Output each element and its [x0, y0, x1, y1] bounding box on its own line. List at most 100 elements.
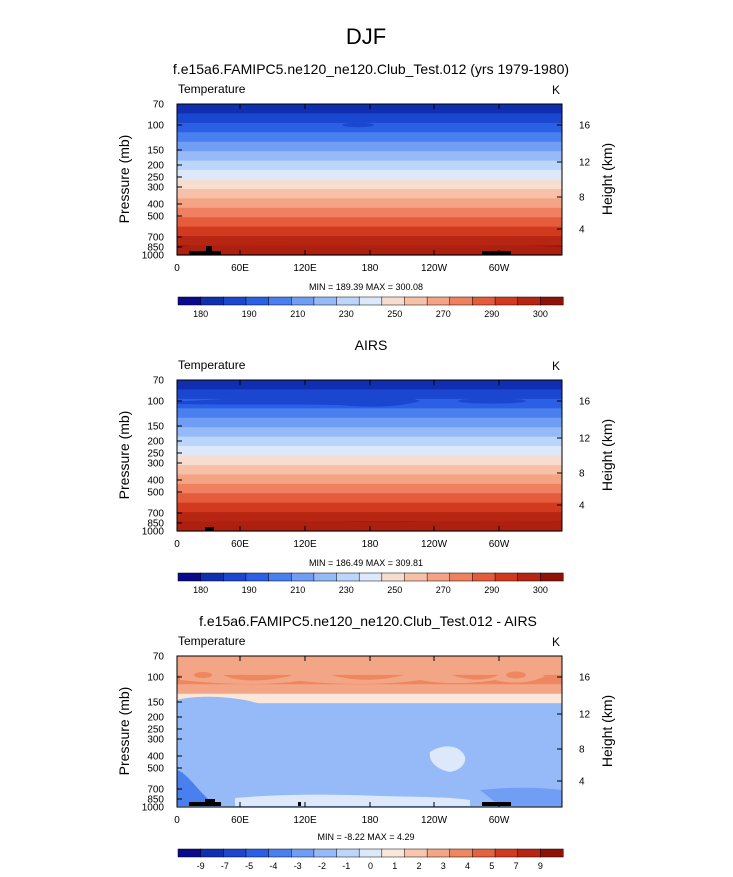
- pressure-tick-label: 850: [147, 519, 164, 530]
- colorbar-label: 250: [387, 309, 402, 319]
- panel-1-band: [177, 236, 562, 247]
- lon-tick-label: 120W: [421, 539, 448, 550]
- colorbar-swatch: [177, 572, 202, 582]
- panel-1-bands: [177, 104, 562, 256]
- colorbar-label: 3: [441, 861, 446, 871]
- lon-tick-label: 60W: [489, 815, 510, 826]
- pressure-tick-label: 150: [147, 698, 164, 709]
- colorbar-label: 180: [193, 585, 208, 595]
- colorbar-swatch: [472, 572, 496, 582]
- colorbar-label: 270: [436, 309, 451, 319]
- panel-2-band: [177, 483, 562, 494]
- colorbar-swatch: [540, 848, 564, 858]
- colorbar-label: 1: [392, 861, 397, 871]
- panel-3-warm-pocket-pacific: [429, 746, 466, 772]
- colorbar-label: 230: [339, 309, 354, 319]
- colorbar-label: 0: [368, 861, 373, 871]
- panel-1-band: [177, 207, 562, 218]
- pressure-tick-label: 850: [147, 243, 164, 254]
- height-tick-label: 4: [579, 777, 585, 788]
- lon-tick-label: 60E: [231, 539, 249, 550]
- pressure-tick-label: 400: [147, 476, 164, 487]
- height-tick-label: 12: [579, 710, 591, 721]
- panel-2-surface-layer: [177, 520, 562, 531]
- panel-1-features: [177, 122, 562, 255]
- lon-tick-label: 120W: [421, 815, 448, 826]
- colorbar-label: 190: [242, 585, 257, 595]
- panel-3-units-label: K: [552, 635, 560, 649]
- panel-3-topography-africa: [189, 802, 221, 806]
- lon-tick-label: 0: [174, 539, 180, 550]
- colorbar-swatch: [540, 572, 564, 582]
- panel-3-band: [177, 693, 562, 704]
- pressure-tick-label: 300: [147, 735, 164, 746]
- lon-tick-label: 180: [362, 815, 379, 826]
- height-tick-label: 8: [579, 745, 585, 756]
- colorbar-swatch: [177, 296, 202, 306]
- panel-2-colorbar: 180 190 210 230 250 270 290 300: [177, 572, 564, 595]
- panel-3-colorbar: -9 -7 -5 -4 -3 -2 -1 0 1 2 3 4 5 7 9: [177, 848, 564, 871]
- panel-2-band: [177, 512, 562, 523]
- colorbar-label: -4: [269, 861, 277, 871]
- colorbar-swatch: [313, 296, 338, 306]
- height-tick-label: 8: [579, 469, 585, 480]
- lon-tick-label: 120E: [293, 539, 317, 550]
- colorbar-swatch: [200, 848, 224, 858]
- lon-tick-label: 60W: [489, 263, 510, 274]
- pressure-tick-label: 1000: [142, 527, 165, 538]
- colorbar-swatch: [358, 848, 383, 858]
- panel-1-band: [177, 226, 562, 237]
- panel-3-warm-surface-layer: [235, 794, 470, 806]
- colorbar-label: 250: [387, 585, 402, 595]
- pressure-tick-label: 250: [147, 449, 164, 460]
- colorbar-swatch: [404, 296, 428, 306]
- pressure-tick-label: 400: [147, 752, 164, 763]
- pressure-tick-label: 70: [153, 376, 165, 387]
- pressure-tick-label: 70: [153, 652, 165, 663]
- panel-1-band: [177, 160, 562, 171]
- page-title: DJF: [346, 24, 386, 49]
- colorbar-label: -3: [294, 861, 302, 871]
- colorbar-swatch: [268, 848, 292, 858]
- pressure-tick-label: 200: [147, 713, 164, 724]
- height-tick-label: 16: [579, 121, 591, 132]
- colorbar-swatch: [517, 848, 541, 858]
- colorbar-swatch: [426, 296, 451, 306]
- pressure-tick-label: 700: [147, 509, 164, 520]
- panel-3-title: f.e15a6.FAMIPC5.ne120_ne120.Club_Test.01…: [199, 613, 537, 629]
- panel-2-cold-tropopause-east: [458, 398, 526, 404]
- panel-3-y2-axis-label: Height (km): [599, 695, 615, 767]
- panel-2-y-axis-label: Pressure (mb): [116, 411, 132, 500]
- pressure-tick-label: 200: [147, 437, 164, 448]
- colorbar-label: 9: [538, 861, 543, 871]
- lon-tick-label: 180: [362, 539, 379, 550]
- panel-2-band: [177, 464, 562, 475]
- panel-2-y2-axis-label: Height (km): [599, 419, 615, 491]
- pressure-tick-label: 250: [147, 173, 164, 184]
- panel-1-band: [177, 113, 562, 124]
- pressure-tick-label: 100: [147, 673, 164, 684]
- colorbar-swatch: [517, 572, 541, 582]
- pressure-tick-label: 1000: [142, 251, 165, 262]
- colorbar-swatch: [336, 848, 360, 858]
- colorbar-swatch: [358, 296, 383, 306]
- colorbar-swatch: [381, 296, 406, 306]
- pressure-tick-label: 100: [147, 397, 164, 408]
- height-tick-label: 12: [579, 158, 591, 169]
- colorbar-swatch: [290, 572, 315, 582]
- colorbar-swatch: [381, 848, 406, 858]
- panel-1-band: [177, 132, 562, 143]
- colorbar-label: 7: [514, 861, 519, 871]
- panel-2-band: [177, 380, 562, 391]
- lon-tick-label: 60E: [231, 815, 249, 826]
- height-tick-label: 4: [579, 225, 585, 236]
- colorbar-label: -9: [197, 861, 205, 871]
- pressure-tick-label: 100: [147, 121, 164, 132]
- panel-2-topography-tibet: [205, 527, 214, 531]
- colorbar-label: 300: [533, 585, 548, 595]
- panel-2-variable-label: Temperature: [178, 358, 246, 372]
- panel-2-min-max: MIN = 186.49 MAX = 309.81: [309, 558, 423, 568]
